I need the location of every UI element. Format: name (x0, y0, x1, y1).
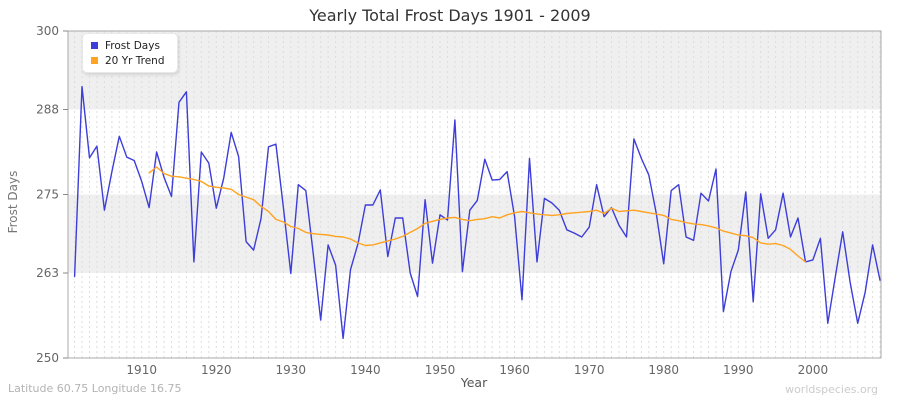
svg-text:275: 275 (36, 188, 59, 202)
svg-text:2000: 2000 (798, 363, 829, 377)
svg-text:263: 263 (36, 266, 59, 280)
svg-text:300: 300 (36, 24, 59, 38)
svg-text:1960: 1960 (499, 363, 530, 377)
svg-text:1980: 1980 (648, 363, 679, 377)
chart-title: Yearly Total Frost Days 1901 - 2009 (309, 6, 591, 25)
footer-watermark: worldspecies.org (785, 383, 878, 396)
y-axis-title: Frost Days (6, 170, 20, 234)
frost-days-swatch-icon (91, 42, 98, 49)
svg-text:1950: 1950 (425, 363, 456, 377)
legend: Frost Days 20 Yr Trend (82, 33, 178, 73)
legend-label-frost-days: Frost Days (105, 39, 160, 52)
svg-text:1920: 1920 (201, 363, 232, 377)
svg-text:288: 288 (36, 103, 59, 117)
footer-coordinates: Latitude 60.75 Longitude 16.75 (8, 382, 182, 395)
svg-text:250: 250 (36, 351, 59, 365)
svg-text:1940: 1940 (350, 363, 381, 377)
legend-item-frost-days: Frost Days (91, 38, 165, 53)
svg-text:1970: 1970 (574, 363, 605, 377)
svg-text:1910: 1910 (126, 363, 157, 377)
legend-item-20yr-trend: 20 Yr Trend (91, 53, 165, 68)
legend-label-20yr-trend: 20 Yr Trend (105, 54, 165, 67)
svg-text:1990: 1990 (723, 363, 754, 377)
x-axis-title: Year (460, 375, 488, 390)
svg-text:1930: 1930 (276, 363, 307, 377)
trend-swatch-icon (91, 57, 98, 64)
